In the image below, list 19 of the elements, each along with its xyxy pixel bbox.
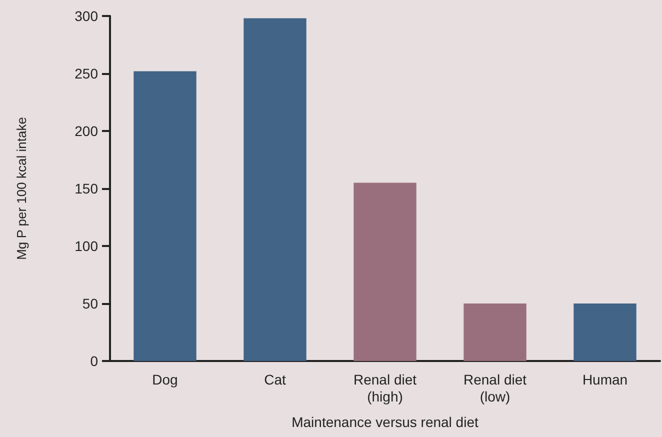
y-tick-label: 250 (74, 66, 98, 82)
bar (574, 304, 636, 361)
y-tick-label: 300 (74, 8, 98, 24)
y-tick-label: 200 (74, 123, 98, 139)
bar (354, 182, 416, 361)
y-tick-label: 50 (82, 296, 98, 312)
x-tick-label: Human (582, 372, 628, 388)
x-tick-label: Dog (152, 372, 178, 388)
y-tick-label: 0 (90, 353, 98, 369)
bar (464, 304, 526, 361)
y-tick-label: 150 (74, 180, 98, 196)
x-axis-title: Maintenance versus renal diet (292, 414, 478, 430)
y-tick-label: 100 (74, 238, 98, 254)
y-axis-title: Mg P per 100 kcal intake (14, 117, 29, 260)
bar (244, 18, 306, 361)
x-tick-label: Cat (264, 372, 286, 388)
x-tick-label: Renal diet (high) (353, 372, 417, 404)
x-tick-label: Renal diet (low) (463, 372, 527, 404)
bar (134, 71, 196, 361)
